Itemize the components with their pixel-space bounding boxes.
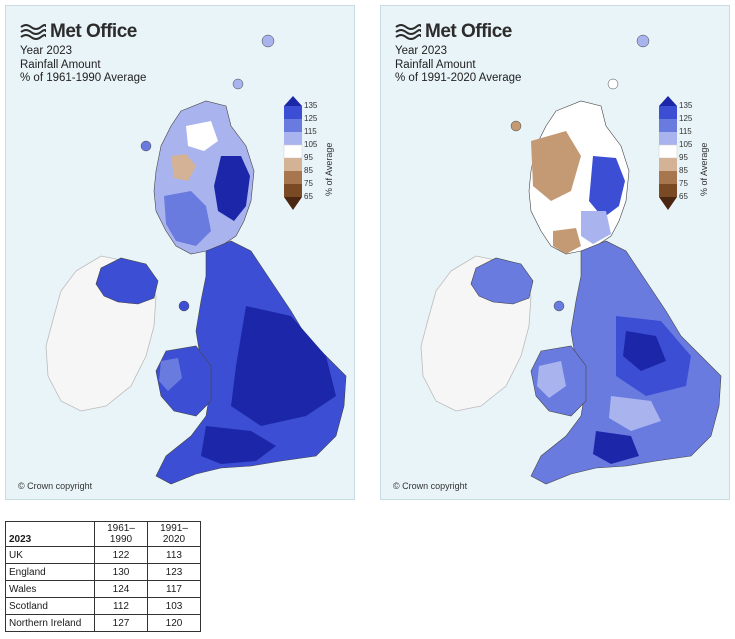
england-south-wet bbox=[593, 431, 639, 464]
england-lighter-patch bbox=[609, 396, 661, 431]
legend-tick: 105 bbox=[679, 140, 693, 149]
map-title-line-2: Rainfall Amount bbox=[395, 58, 476, 71]
met-office-brand: Met Office bbox=[20, 20, 137, 44]
colour-legend: 135 125 115 105 95 85 75 65 % of Average bbox=[282, 96, 342, 226]
legend-tick: 125 bbox=[304, 114, 318, 123]
legend-tick: 95 bbox=[679, 153, 688, 162]
map-title-line-2: Rainfall Amount bbox=[20, 58, 101, 71]
table-region: Northern Ireland bbox=[5, 614, 95, 632]
scotland-west-wet bbox=[164, 191, 211, 246]
isle-of-man bbox=[553, 300, 565, 312]
scotland-east-wet bbox=[589, 156, 625, 218]
table-region: UK bbox=[5, 546, 95, 564]
legend-tick: 75 bbox=[304, 179, 313, 188]
table-row: England 130 123 bbox=[5, 563, 201, 581]
table-value-1991-2020: 103 bbox=[147, 597, 201, 615]
table-header-row: 2023 1961– 1990 1991– 2020 bbox=[5, 521, 201, 547]
table-row: Wales 124 117 bbox=[5, 580, 201, 598]
table-value-1961-1990: 127 bbox=[94, 614, 148, 632]
copyright-notice: © Crown copyright bbox=[393, 481, 468, 491]
colour-legend: 135 125 115 105 95 85 75 65 % of Average bbox=[657, 96, 717, 226]
map-title-line-3: % of 1961-1990 Average bbox=[20, 72, 147, 84]
outer-hebrides bbox=[510, 120, 522, 132]
rainfall-map bbox=[420, 34, 722, 485]
table-value-1961-1990: 124 bbox=[94, 580, 148, 598]
northern-ireland-region bbox=[470, 257, 534, 305]
met-office-logo-icon bbox=[395, 24, 421, 40]
legend-colour-bar bbox=[658, 96, 678, 210]
orkney-islands bbox=[607, 78, 619, 90]
met-office-brand: Met Office bbox=[395, 20, 512, 44]
map-panel-1991-2020: Met Office Year 2023 Rainfall Amount % o… bbox=[380, 5, 730, 500]
table-header-year: 2023 bbox=[5, 521, 95, 547]
table-header-1991-2020: 1991– 2020 bbox=[147, 521, 201, 547]
england-south-wet bbox=[201, 426, 276, 464]
legend-tick: 95 bbox=[304, 153, 313, 162]
table-value-1961-1990: 122 bbox=[94, 546, 148, 564]
table-value-1991-2020: 120 bbox=[147, 614, 201, 632]
map-title-line-1: Year 2023 bbox=[20, 45, 73, 57]
legend-tick: 115 bbox=[304, 127, 317, 136]
outer-hebrides bbox=[140, 140, 152, 152]
copyright-notice: © Crown copyright bbox=[18, 481, 93, 491]
map-title: Year 2023 Rainfall Amount % of 1961-1990… bbox=[20, 45, 146, 86]
wales-west-lighter bbox=[159, 358, 182, 391]
orkney-islands bbox=[232, 78, 244, 90]
england-wettest-core bbox=[623, 331, 666, 371]
scotland-east-wet bbox=[214, 156, 250, 221]
isle-of-man bbox=[178, 300, 190, 312]
northern-ireland-region bbox=[95, 257, 159, 305]
legend-tick: 75 bbox=[679, 179, 688, 188]
legend-tick: 115 bbox=[679, 127, 692, 136]
legend-title: % of Average bbox=[699, 142, 709, 196]
scotland-dry-south bbox=[553, 228, 581, 254]
scotland-west-blue bbox=[581, 211, 611, 244]
rainfall-percent-table: 2023 1961– 1990 1991– 2020 UK 122 113 En… bbox=[5, 521, 201, 632]
table-value-1991-2020: 117 bbox=[147, 580, 201, 598]
scotland-dry-patch bbox=[171, 154, 196, 181]
met-office-logo-icon bbox=[20, 24, 46, 40]
table-region: Scotland bbox=[5, 597, 95, 615]
map-panel-1961-1990: Met Office Year 2023 Rainfall Amount % o… bbox=[5, 5, 355, 500]
rainfall-map bbox=[45, 34, 347, 485]
legend-tick: 85 bbox=[304, 166, 313, 175]
legend-tick: 135 bbox=[304, 101, 318, 110]
scotland-white-patch bbox=[186, 121, 218, 151]
table-row: Scotland 112 103 bbox=[5, 597, 201, 615]
england-wettest-core bbox=[231, 306, 336, 426]
shetland-islands bbox=[261, 34, 275, 48]
map-title-line-1: Year 2023 bbox=[395, 45, 448, 57]
legend-tick: 65 bbox=[679, 192, 688, 201]
table-value-1961-1990: 112 bbox=[94, 597, 148, 615]
table-value-1991-2020: 123 bbox=[147, 563, 201, 581]
legend-tick: 65 bbox=[304, 192, 313, 201]
legend-tick: 125 bbox=[679, 114, 693, 123]
map-title-line-3: % of 1991-2020 Average bbox=[395, 72, 522, 84]
table-row: UK 122 113 bbox=[5, 546, 201, 564]
map-title: Year 2023 Rainfall Amount % of 1991-2020… bbox=[395, 45, 521, 86]
shetland-islands bbox=[636, 34, 650, 48]
brand-name: Met Office bbox=[425, 21, 512, 42]
wales-lighter bbox=[537, 361, 566, 398]
scotland-dry-highlands bbox=[531, 131, 581, 201]
table-value-1991-2020: 113 bbox=[147, 546, 201, 564]
legend-tick: 85 bbox=[679, 166, 688, 175]
table-row: Northern Ireland 127 120 bbox=[5, 614, 201, 632]
legend-tick: 135 bbox=[679, 101, 693, 110]
table-region: Wales bbox=[5, 580, 95, 598]
table-value-1961-1990: 130 bbox=[94, 563, 148, 581]
brand-name: Met Office bbox=[50, 21, 137, 42]
legend-tick: 105 bbox=[304, 140, 318, 149]
legend-title: % of Average bbox=[324, 142, 334, 196]
table-header-1961-1990: 1961– 1990 bbox=[94, 521, 148, 547]
legend-colour-bar bbox=[283, 96, 303, 210]
table-region: England bbox=[5, 563, 95, 581]
